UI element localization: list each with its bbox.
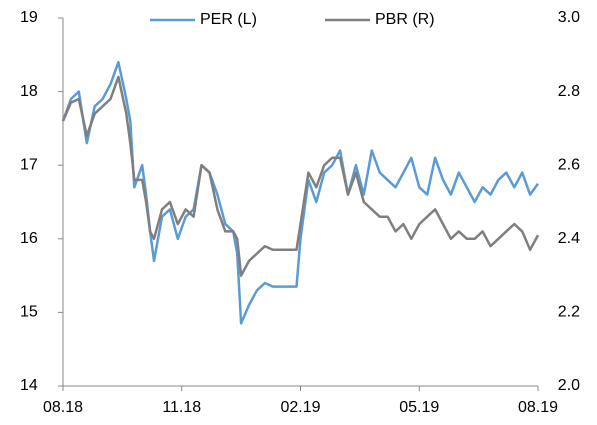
series-line (61, 60, 540, 325)
legend-label: PBR (R) (375, 11, 435, 28)
legend-label: PER (L) (200, 11, 257, 28)
y-tick-label: 19 (20, 9, 38, 26)
x-tick-label: 02.19 (280, 399, 320, 416)
x-tick-label: 08.19 (518, 399, 558, 416)
y2-tick-label: 2.0 (558, 377, 580, 394)
y2-tick-label: 2.4 (558, 230, 580, 247)
y2-tick-label: 2.8 (558, 83, 580, 100)
y2-tick-label: 3.0 (558, 9, 580, 26)
x-tick-label: 11.18 (162, 399, 201, 416)
y-tick-label: 15 (20, 304, 38, 321)
y-tick-label: 14 (20, 377, 38, 394)
y-tick-label: 16 (20, 230, 38, 247)
y-tick-label: 18 (20, 83, 38, 100)
x-tick-label: 05.19 (399, 399, 439, 416)
y-tick-label: 17 (20, 156, 38, 173)
y2-tick-label: 2.2 (558, 304, 580, 321)
y2-tick-label: 2.6 (558, 156, 580, 173)
x-tick-label: 08.18 (43, 399, 83, 416)
series-line (61, 75, 540, 277)
